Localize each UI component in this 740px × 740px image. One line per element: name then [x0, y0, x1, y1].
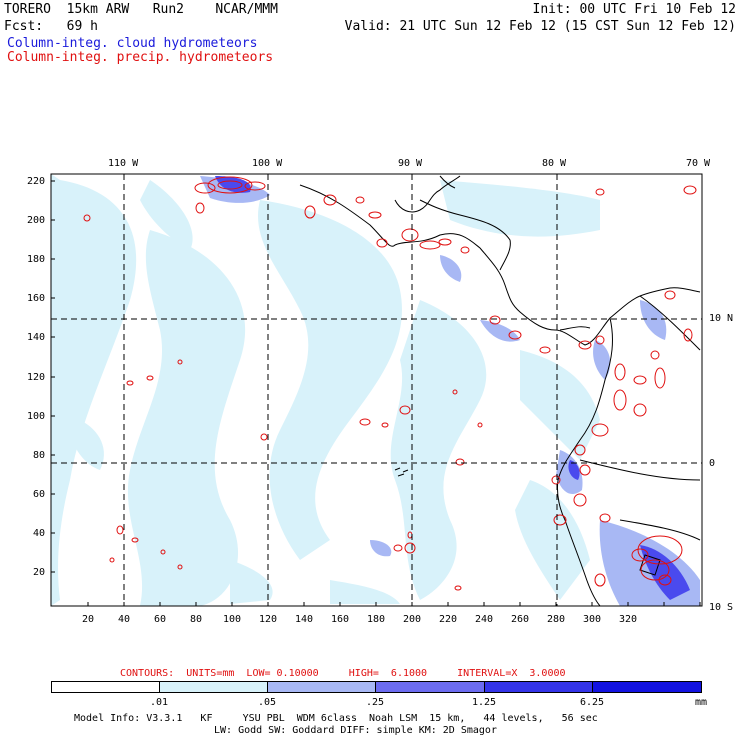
- lat-label-0: 0: [709, 458, 716, 469]
- x-tick-label: 200: [403, 614, 422, 625]
- colorbar-tick: 1.25: [471, 697, 497, 708]
- y-tick-label: 140: [27, 332, 46, 343]
- x-tick-label: 300: [583, 614, 602, 625]
- contour-info: CONTOURS: UNITS=mm LOW= 0.10000 HIGH= 6.…: [120, 668, 566, 679]
- y-tick-label: 100: [27, 411, 46, 422]
- physics-info: LW: Godd SW: Goddard DIFF: simple KM: 2D…: [214, 725, 497, 736]
- coastlines: [299, 175, 701, 606]
- lon-label-80w: 80 W: [542, 158, 567, 169]
- lat-lon-grid: [51, 174, 702, 606]
- x-tick-label: 100: [223, 614, 242, 625]
- lon-label-100w: 100 W: [252, 158, 283, 169]
- precip-contours: [83, 176, 697, 591]
- y-tick-label: 60: [33, 489, 46, 500]
- x-tick-label: 320: [619, 614, 638, 625]
- cloud-shading-heavy: [215, 176, 690, 600]
- model-title: TORERO 15km ARW Run2 NCAR/MMM: [4, 2, 278, 17]
- x-tick-label: 120: [259, 614, 278, 625]
- x-tick-label: 20: [82, 614, 95, 625]
- colorbar-tick: 6.25: [579, 697, 605, 708]
- x-tick-label: 160: [331, 614, 350, 625]
- x-tick-label: 220: [439, 614, 458, 625]
- colorbar-segment: [51, 681, 160, 693]
- y-tick-label: 20: [33, 567, 46, 578]
- colorbar-segment: [159, 681, 268, 693]
- x-tick-label: 60: [154, 614, 167, 625]
- y-tick-label: 40: [33, 528, 46, 539]
- x-tick-label: 40: [118, 614, 131, 625]
- lon-label-70w: 70 W: [686, 158, 711, 169]
- init-time: Init: 00 UTC Fri 10 Feb 12: [532, 2, 737, 17]
- colorbar-unit: mm: [694, 697, 708, 708]
- lat-label-10s: 10 S: [709, 602, 734, 613]
- y-tick-label: 120: [27, 372, 46, 383]
- x-tick-label: 260: [511, 614, 530, 625]
- lon-label-110w: 110 W: [108, 158, 139, 169]
- cloud-shading: [51, 174, 600, 606]
- x-tick-label: 80: [190, 614, 203, 625]
- axis-ticks: [51, 180, 701, 606]
- y-tick-label: 180: [27, 254, 46, 265]
- forecast-hour: Fcst: 69 h: [4, 19, 98, 34]
- x-tick-label: 240: [475, 614, 494, 625]
- colorbar-tick: .25: [365, 697, 385, 708]
- y-tick-label: 220: [27, 176, 46, 187]
- colorbar-segment: [592, 681, 702, 693]
- y-tick-label: 160: [27, 293, 46, 304]
- field2-label: Column-integ. precip. hydrometeors: [7, 50, 274, 65]
- colorbar-segment: [267, 681, 376, 693]
- x-tick-label: 280: [547, 614, 566, 625]
- lat-label-10n: 10 N: [709, 313, 734, 324]
- model-info: Model Info: V3.3.1 KF YSU PBL WDM 6class…: [74, 713, 598, 724]
- lon-label-90w: 90 W: [398, 158, 423, 169]
- x-tick-label: 180: [367, 614, 386, 625]
- colorbar-segment: [375, 681, 485, 693]
- valid-time: Valid: 21 UTC Sun 12 Feb 12 (15 CST Sun …: [344, 19, 736, 34]
- colorbar-tick: .01: [149, 697, 169, 708]
- y-tick-label: 200: [27, 215, 46, 226]
- y-tick-label: 80: [33, 450, 46, 461]
- x-tick-label: 140: [295, 614, 314, 625]
- colorbar-tick: .05: [257, 697, 277, 708]
- field1-label: Column-integ. cloud hydrometeors: [7, 36, 258, 51]
- colorbar-segment: [484, 681, 593, 693]
